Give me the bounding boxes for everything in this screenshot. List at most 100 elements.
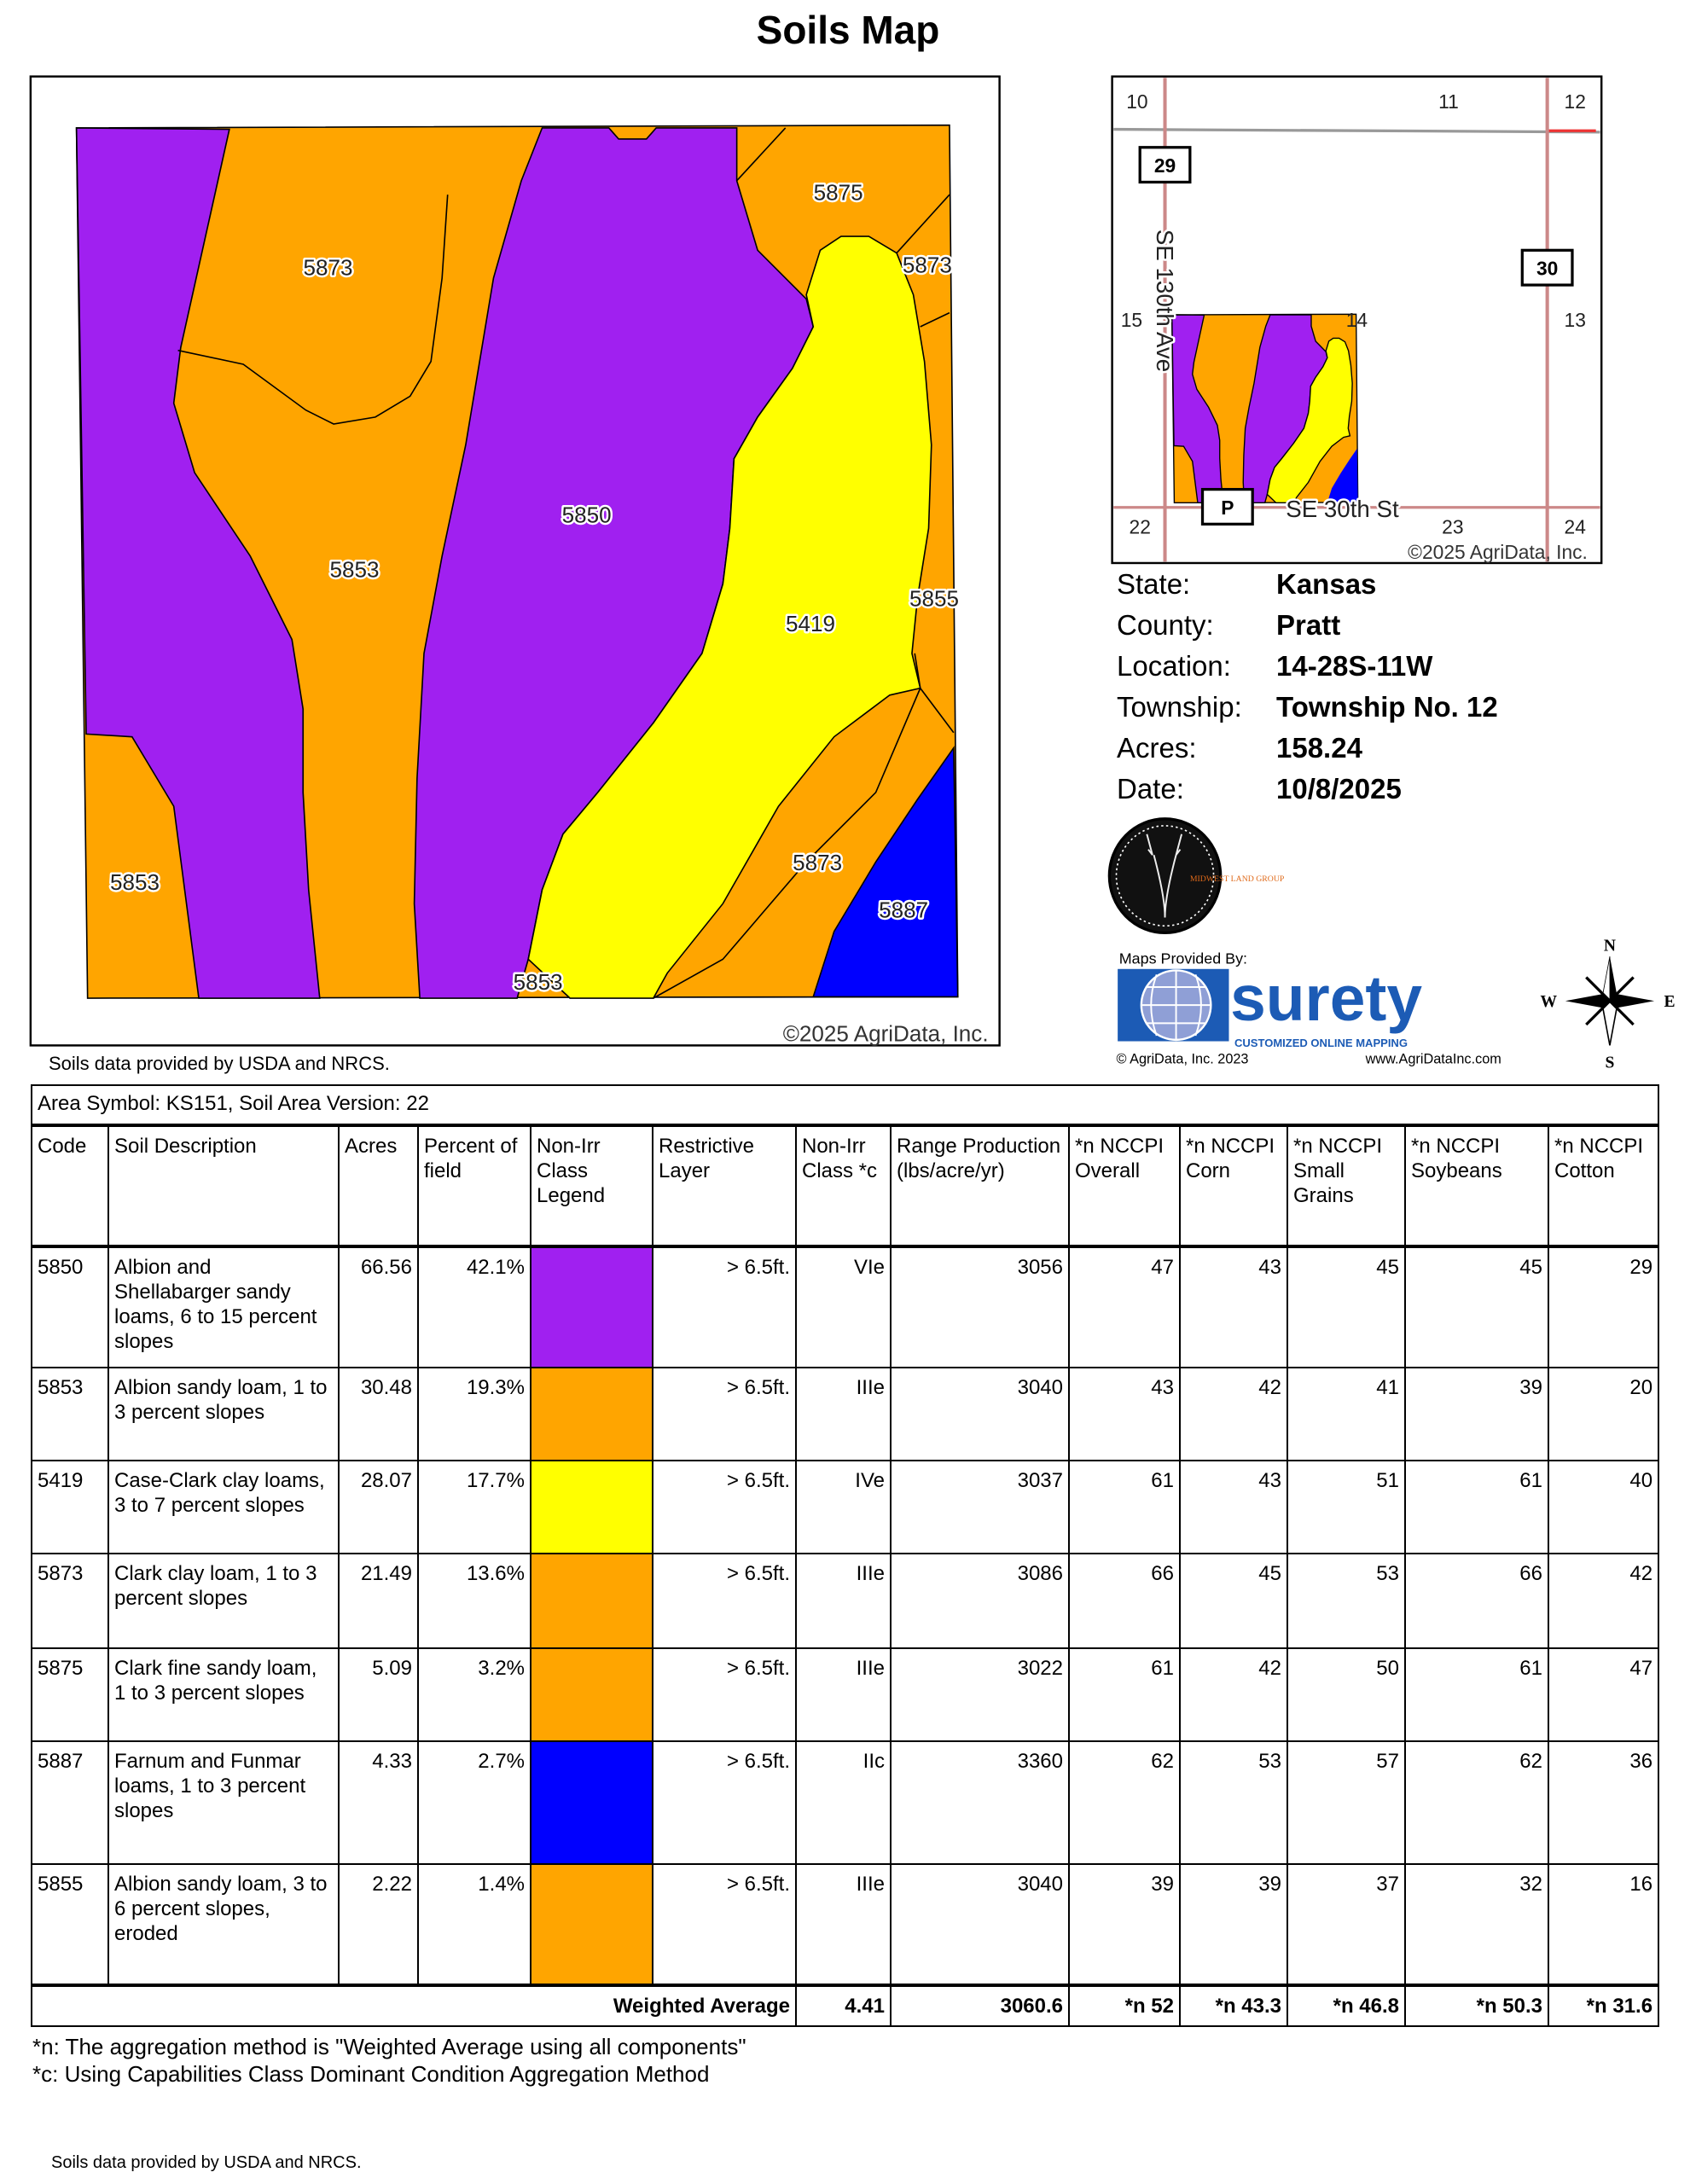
nccpi-cotton: 36: [1547, 1740, 1660, 1865]
svg-text:P: P: [1221, 497, 1234, 519]
soil-code: 5853: [31, 1367, 109, 1461]
soil-code: 5875: [31, 1647, 109, 1742]
info-value: 10/8/2025: [1276, 773, 1402, 804]
map-label: 5873: [903, 252, 952, 277]
table-row: 5873 Clark clay loam, 1 to 3 percent slo…: [31, 1553, 1660, 1649]
soil-polygon-5419[interactable]: [527, 235, 932, 999]
soil-description: Clark clay loam, 1 to 3 percent slopes: [107, 1553, 340, 1649]
soil-description: Albion sandy loam, 1 to 3 percent slopes: [107, 1367, 340, 1461]
weighted-average-label: Weighted Average: [31, 1984, 797, 2027]
soil-polygon-5887[interactable]: [812, 746, 959, 998]
footnote-n: *n: The aggregation method is "Weighted …: [32, 2034, 746, 2059]
soil-description: Case-Clark clay loams, 3 to 7 percent sl…: [107, 1460, 340, 1554]
section-number: 10: [1126, 90, 1147, 113]
soil-code: 5419: [31, 1460, 109, 1554]
map-label: 5419: [786, 611, 835, 636]
soil-polygon-5850-west[interactable]: [75, 127, 321, 999]
weighted-class: 4.41: [795, 1984, 892, 2027]
soil-code: 5850: [31, 1245, 109, 1368]
map-label: 5873: [793, 850, 842, 875]
svg-text:surety: surety: [1230, 962, 1422, 1034]
column-header: *n NCCPI Small Grains: [1287, 1124, 1406, 1247]
nccpi-overall: 61: [1068, 1460, 1181, 1554]
info-label: County:: [1117, 609, 1214, 641]
section-number: 11: [1438, 90, 1459, 113]
nccpi-overall: 39: [1068, 1863, 1181, 1986]
column-header: Non-Irr Class *c: [795, 1124, 892, 1247]
column-header: Acres: [338, 1124, 419, 1247]
nccpi-overall: 47: [1068, 1245, 1181, 1368]
nccpi-overall: 61: [1068, 1647, 1181, 1742]
nccpi-small-grains: 57: [1287, 1740, 1406, 1865]
non-irr-class: VIe: [795, 1245, 892, 1368]
weighted-soybeans: *n 50.3: [1404, 1984, 1549, 2027]
svg-text:MIDWEST LAND GROUP: MIDWEST LAND GROUP: [1190, 874, 1285, 884]
nccpi-small-grains: 37: [1287, 1863, 1406, 1986]
percent-of-field: 42.1%: [417, 1245, 531, 1368]
svg-text:N: N: [1604, 938, 1616, 956]
soils-map[interactable]: 5873 5875 5873 5850 5853 5419 5855 5853 …: [29, 75, 1001, 1047]
road-shield-29: 29: [1138, 146, 1192, 184]
nccpi-small-grains: 53: [1287, 1553, 1406, 1649]
column-header: Percent of field: [417, 1124, 531, 1247]
svg-text:W: W: [1540, 993, 1557, 1011]
nccpi-soybeans: 32: [1404, 1863, 1549, 1986]
soil-code: 5855: [31, 1863, 109, 1986]
restrictive-layer: > 6.5ft.: [652, 1647, 797, 1742]
nccpi-cotton: 16: [1547, 1863, 1660, 1986]
parcel-marker-p: P: [1200, 487, 1254, 526]
info-value: 14-28S-11W: [1276, 650, 1433, 682]
nccpi-small-grains: 41: [1287, 1367, 1406, 1461]
nccpi-small-grains: 45: [1287, 1245, 1406, 1368]
column-header: Code: [31, 1124, 109, 1247]
nccpi-cotton: 29: [1547, 1245, 1660, 1368]
nccpi-cotton: 42: [1547, 1553, 1660, 1649]
section-number: 12: [1565, 90, 1586, 113]
percent-of-field: 2.7%: [417, 1740, 531, 1865]
nccpi-soybeans: 62: [1404, 1740, 1549, 1865]
restrictive-layer: > 6.5ft.: [652, 1863, 797, 1986]
bottom-source-note: Soils data provided by USDA and NRCS.: [51, 2153, 362, 2172]
location-inset-map[interactable]: 10 11 12 15 14 13 22 23 24 29 30 P SE 13…: [1111, 75, 1603, 565]
percent-of-field: 1.4%: [417, 1863, 531, 1986]
nccpi-corn: 43: [1179, 1245, 1288, 1368]
acres: 21.49: [338, 1553, 419, 1649]
nccpi-overall: 62: [1068, 1740, 1181, 1865]
section-number: 24: [1565, 516, 1587, 538]
info-label: Acres:: [1117, 732, 1197, 764]
percent-of-field: 3.2%: [417, 1647, 531, 1742]
restrictive-layer: > 6.5ft.: [652, 1245, 797, 1368]
info-label: State:: [1117, 568, 1191, 600]
road-label-ew: SE 30th St: [1286, 496, 1399, 522]
column-header: *n NCCPI Corn: [1179, 1124, 1288, 1247]
nccpi-corn: 45: [1179, 1553, 1288, 1649]
column-header: *n NCCPI Overall: [1068, 1124, 1181, 1247]
table-row: 5875 Clark fine sandy loam, 1 to 3 perce…: [31, 1647, 1660, 1742]
class-legend-swatch: [530, 1553, 653, 1649]
non-irr-class: IIIe: [795, 1367, 892, 1461]
surety-logo: surety CUSTOMIZED ONLINE MAPPING © AgriD…: [1116, 962, 1501, 1067]
acres: 2.22: [338, 1863, 419, 1986]
section-number: 13: [1565, 309, 1586, 331]
info-value: Township No. 12: [1276, 691, 1498, 723]
nccpi-overall: 43: [1068, 1367, 1181, 1461]
class-legend-swatch: [530, 1647, 653, 1742]
column-header: *n NCCPI Soybeans: [1404, 1124, 1549, 1247]
nccpi-soybeans: 61: [1404, 1647, 1549, 1742]
map-label: 5853: [330, 556, 380, 582]
map-label: 5875: [814, 180, 863, 206]
class-legend-swatch: [530, 1740, 653, 1865]
weighted-overall: *n 52: [1068, 1984, 1181, 2027]
svg-text:CUSTOMIZED ONLINE MAPPING: CUSTOMIZED ONLINE MAPPING: [1234, 1037, 1408, 1049]
nccpi-soybeans: 45: [1404, 1245, 1549, 1368]
map-label: 5853: [514, 969, 563, 995]
road-shield-30: 30: [1520, 248, 1574, 287]
map-label: 5873: [304, 255, 353, 281]
section-number: 23: [1442, 516, 1463, 538]
class-legend-swatch: [530, 1460, 653, 1554]
acres: 28.07: [338, 1460, 419, 1554]
table-row: 5853 Albion sandy loam, 1 to 3 percent s…: [31, 1367, 1660, 1461]
section-number: 15: [1121, 309, 1142, 331]
class-legend-swatch: [530, 1245, 653, 1368]
percent-of-field: 13.6%: [417, 1553, 531, 1649]
